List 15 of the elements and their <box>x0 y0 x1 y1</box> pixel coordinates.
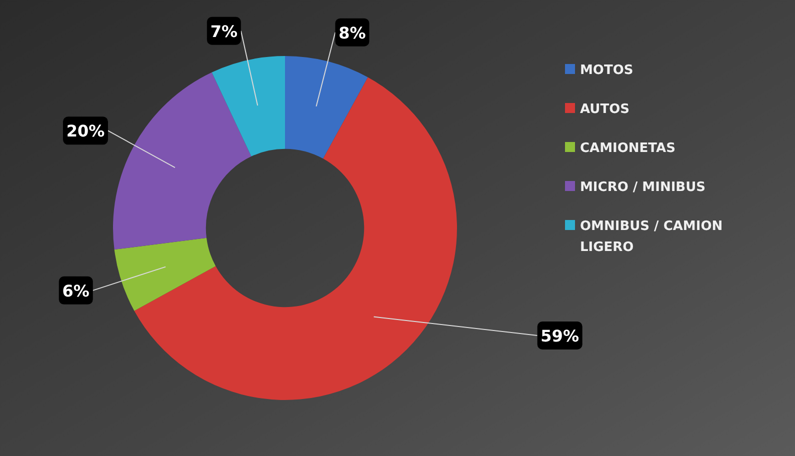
donut-slice <box>114 238 216 311</box>
data-label: 59% <box>540 326 579 346</box>
data-label: 6% <box>62 281 90 300</box>
legend-label: MOTOS <box>580 63 634 78</box>
data-label: 7% <box>210 22 238 41</box>
legend-label: AUTOS <box>580 102 630 117</box>
donut-slice <box>212 56 285 156</box>
donut-slice <box>285 56 368 159</box>
legend-label: CAMIONETAS <box>580 141 676 156</box>
legend-label: OMNIBUS / CAMION LIGERO <box>580 219 723 255</box>
donut-slice <box>134 77 457 400</box>
data-label: 8% <box>338 23 366 42</box>
donut-slice <box>113 72 252 250</box>
legend-label: MICRO / MINIBUS <box>580 180 706 195</box>
data-label: 20% <box>66 122 105 141</box>
